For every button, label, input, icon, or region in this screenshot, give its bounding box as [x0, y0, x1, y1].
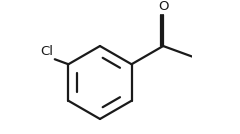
Text: Cl: Cl [41, 45, 54, 58]
Text: O: O [158, 0, 168, 13]
